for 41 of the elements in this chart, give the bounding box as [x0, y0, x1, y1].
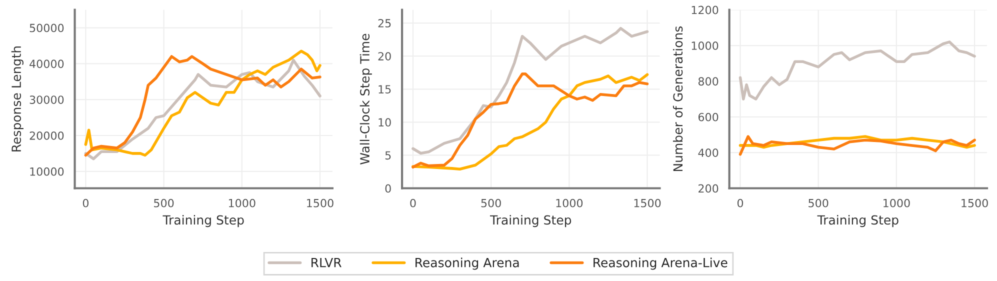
x-axis-title: Training Step — [817, 214, 898, 228]
y-tick-label: 1000 — [692, 41, 718, 50]
x-tick-label: 1500 — [634, 198, 661, 208]
y-axis-title: Response Length — [11, 46, 24, 152]
x-tick-label: 1500 — [307, 198, 334, 208]
y-tick-label: 10 — [378, 118, 391, 127]
x-tick-label: 0 — [737, 198, 744, 208]
x-tick-label: 1000 — [228, 198, 256, 208]
y-tick-label: 200 — [698, 184, 718, 193]
line-series — [738, 135, 976, 156]
y-tick-label: 25 — [378, 19, 391, 28]
x-tick-label: 1500 — [962, 198, 988, 208]
y-tick-label: 50000 — [30, 24, 64, 32]
y-tick-label: 400 — [698, 148, 718, 157]
y-tick-label: 20 — [378, 52, 391, 60]
y-tick-label: 1200 — [692, 6, 718, 14]
y-axis-title: Number of Generations — [672, 26, 683, 172]
x-tick-label: 500 — [808, 198, 828, 208]
y-tick-label: 15 — [378, 85, 391, 94]
y-tick-label: 5 — [385, 151, 391, 160]
x-tick-label: 1000 — [556, 198, 583, 208]
x-tick-label: 500 — [154, 198, 174, 208]
x-tick-label: 1000 — [884, 198, 910, 208]
y-tick-label: 30000 — [30, 96, 64, 104]
y-tick-label: 0 — [385, 184, 391, 193]
legend-label: Reasoning Arena-Live — [594, 258, 728, 270]
line-series — [412, 26, 649, 155]
x-tick-label: 0 — [82, 198, 89, 208]
y-tick-label: 800 — [698, 77, 718, 86]
legend-label: Reasoning Arena — [416, 258, 519, 270]
y-tick-label: 20000 — [30, 131, 64, 140]
y-tick-label: 40000 — [30, 60, 64, 68]
y-axis-title: Wall-Clock Step Time — [360, 34, 372, 164]
y-tick-label: 10000 — [30, 167, 64, 176]
line-series — [738, 40, 976, 100]
x-tick-label: 500 — [481, 198, 501, 208]
x-tick-label: 0 — [410, 198, 416, 208]
x-axis-title: Training Step — [162, 214, 244, 228]
legend-label: RLVR — [312, 258, 342, 268]
y-tick-label: 600 — [698, 112, 718, 122]
x-axis-title: Training Step — [490, 214, 572, 228]
